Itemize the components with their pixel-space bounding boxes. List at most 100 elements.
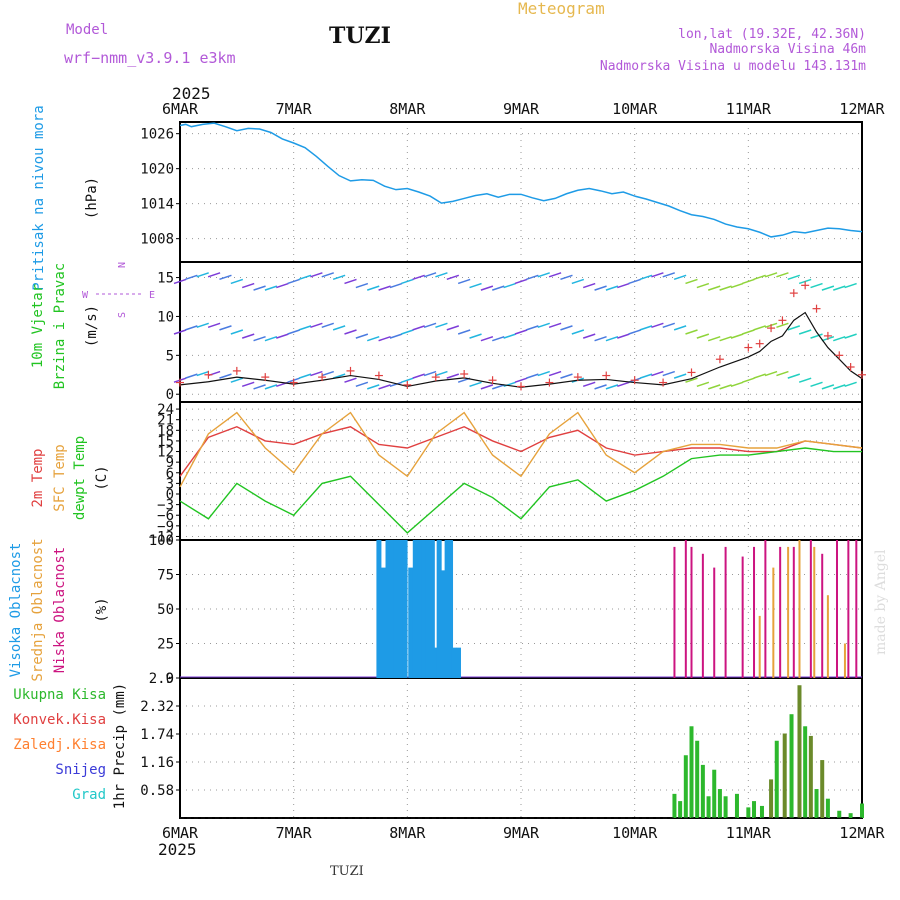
ytick-label: 2.9 bbox=[149, 671, 174, 687]
xtick-label-bottom: 9MAR bbox=[503, 824, 540, 842]
wind-arrow bbox=[332, 373, 346, 379]
cloud-unit: (%) bbox=[94, 597, 110, 622]
low-cloud-bar bbox=[701, 553, 704, 678]
wind-arrow bbox=[219, 325, 232, 331]
wind-arrow bbox=[685, 278, 698, 285]
wind-arrow bbox=[287, 278, 300, 285]
wind-arrow bbox=[446, 373, 460, 379]
wind-arrow bbox=[185, 325, 198, 331]
wind-arrow bbox=[673, 274, 687, 281]
wind-arrow bbox=[480, 384, 494, 390]
wind-arrow bbox=[185, 373, 198, 379]
wind-arrow bbox=[355, 282, 369, 289]
low-cloud-bar bbox=[684, 540, 687, 678]
wind-arrow bbox=[287, 329, 300, 335]
panel-frame bbox=[179, 677, 863, 819]
wind-arrow bbox=[639, 373, 653, 379]
wind-arrow bbox=[264, 285, 278, 291]
low-cloud-bar bbox=[690, 546, 693, 678]
precip-bar bbox=[689, 726, 694, 818]
ytick-label: 24 bbox=[157, 402, 174, 418]
precip-bar bbox=[706, 796, 711, 818]
high-cloud-bar bbox=[433, 647, 439, 678]
precip-bar bbox=[672, 793, 677, 818]
wind-arrow bbox=[412, 373, 425, 379]
dewpt-line bbox=[179, 447, 862, 534]
ytick-label: 6 bbox=[166, 466, 174, 482]
wind-arrow bbox=[276, 282, 289, 289]
ytick-label: 75 bbox=[157, 568, 174, 584]
ytick-label: 15 bbox=[157, 271, 174, 287]
wind-arrow bbox=[537, 272, 550, 278]
xtick-label-top: 8MAR bbox=[389, 100, 426, 118]
wind-arrow bbox=[639, 274, 653, 281]
wind-arrow bbox=[185, 274, 198, 281]
high-cloud-bar bbox=[421, 540, 427, 678]
precip-bar bbox=[746, 807, 751, 818]
wind-arrow bbox=[241, 381, 255, 388]
wind-arrow bbox=[605, 285, 619, 291]
wind-arrow bbox=[526, 373, 539, 379]
wind-arrow bbox=[332, 274, 346, 281]
wind-arrow bbox=[753, 373, 766, 379]
precip-bar bbox=[814, 789, 819, 818]
precip-bar bbox=[695, 740, 700, 818]
wind-arrow bbox=[594, 285, 607, 291]
high-cloud-bar bbox=[402, 540, 408, 678]
precip-bar bbox=[700, 764, 705, 818]
precip-bar bbox=[803, 726, 808, 818]
temp-unit: (C) bbox=[94, 465, 110, 490]
wind-arrow bbox=[776, 370, 789, 377]
wind-arrow bbox=[253, 384, 266, 390]
wind-arrow bbox=[457, 278, 471, 285]
wind-arrow bbox=[276, 333, 289, 339]
wind-arrow bbox=[742, 377, 755, 383]
wind-arrow bbox=[833, 335, 846, 342]
wind-arrow bbox=[321, 370, 335, 377]
t2m-line bbox=[179, 426, 863, 477]
precip-bar bbox=[782, 733, 787, 818]
wind-arrow bbox=[446, 325, 460, 331]
wind-arrow bbox=[219, 373, 232, 379]
precip-bar bbox=[717, 789, 722, 818]
temp-ylabel-sfc: SFC Temp bbox=[52, 444, 68, 511]
wind-arrow bbox=[730, 333, 744, 339]
wind-arrow bbox=[821, 384, 835, 390]
wind-arrow bbox=[196, 322, 209, 329]
wind-arrow bbox=[492, 285, 505, 291]
precip-bar bbox=[769, 779, 774, 818]
wind-arrow bbox=[707, 384, 721, 390]
legend-zaledj: Zaledj.Kisa bbox=[13, 737, 106, 753]
ytick-label: 0.58 bbox=[140, 783, 174, 799]
wind-arrow bbox=[321, 322, 335, 329]
wind-arrow bbox=[412, 325, 425, 331]
wind-arrow bbox=[480, 335, 494, 342]
ytick-label: −3 bbox=[157, 498, 174, 514]
wind-arrow bbox=[503, 282, 516, 289]
low-cloud-bar bbox=[753, 546, 756, 678]
legend-konvek: Konvek.Kisa bbox=[13, 712, 106, 728]
wind-legend-s: S bbox=[117, 312, 128, 318]
ytick-label: 1008 bbox=[140, 232, 174, 248]
wind-arrow bbox=[264, 335, 278, 342]
wind-arrow bbox=[310, 370, 323, 377]
wind-arrow bbox=[764, 272, 778, 278]
high-cloud-bar bbox=[390, 540, 396, 678]
xtick-label-top: 9MAR bbox=[503, 100, 540, 118]
ytick-label: 15 bbox=[157, 434, 174, 450]
cloud-ylabel-mid: Srednja Oblacnost bbox=[30, 538, 46, 681]
panel-frame bbox=[179, 121, 863, 263]
xtick-label-bottom: 8MAR bbox=[389, 824, 426, 842]
wind-arrow bbox=[469, 381, 482, 388]
mid-cloud-bar bbox=[787, 546, 790, 678]
wind-arrow bbox=[719, 335, 732, 342]
wind-arrow bbox=[503, 333, 516, 339]
wind-arrow bbox=[378, 285, 391, 291]
wind-arrow bbox=[378, 335, 391, 342]
xtick-label-bottom: 6MAR bbox=[162, 824, 199, 842]
legend-grad: Grad bbox=[72, 787, 106, 803]
wind-arrow bbox=[230, 377, 244, 383]
wind-arrow bbox=[412, 274, 425, 281]
wind-arrow bbox=[617, 381, 630, 388]
xtick-label-bottom: 11MAR bbox=[726, 824, 772, 842]
